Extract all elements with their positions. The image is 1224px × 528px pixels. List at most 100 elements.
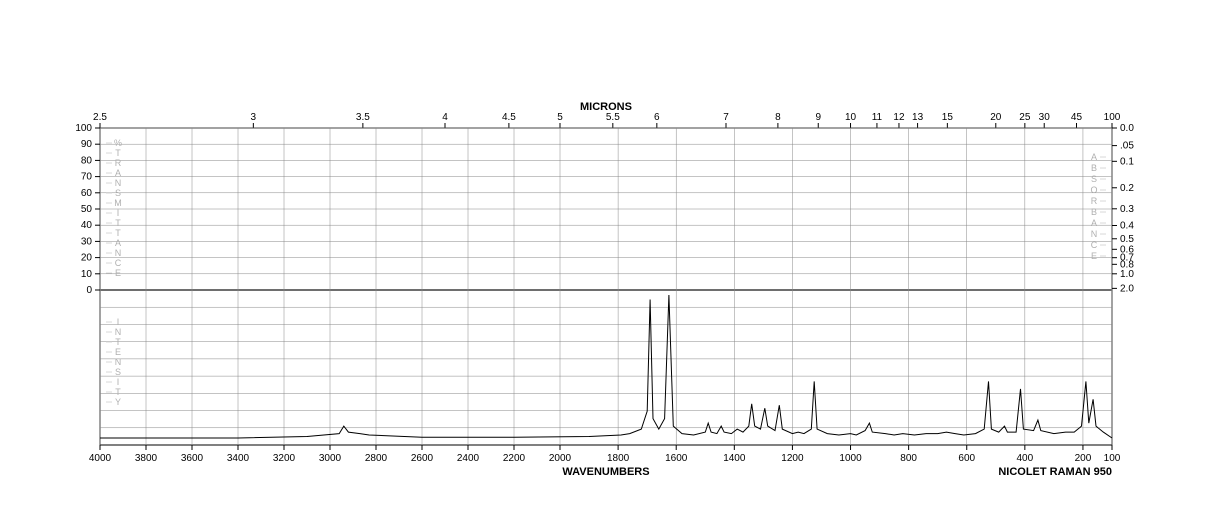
wn-tick-label: 2600 <box>411 453 434 464</box>
t-tick-label: 30 <box>81 236 93 247</box>
micron-tick-label: 5.5 <box>606 112 620 123</box>
absorbance-label: C <box>1091 240 1098 250</box>
wn-tick-label: 100 <box>1104 453 1121 464</box>
transmittance-label: T <box>115 218 121 228</box>
micron-tick-label: 7 <box>723 112 729 123</box>
wn-tick-label: 2000 <box>549 453 572 464</box>
micron-tick-label: 15 <box>942 112 954 123</box>
t-tick-label: 50 <box>81 204 93 215</box>
absorbance-label: N <box>1091 229 1098 239</box>
t-tick-label: 20 <box>81 253 93 264</box>
t-tick-label: 70 <box>81 172 93 183</box>
micron-tick-label: 3 <box>251 112 257 123</box>
wn-tick-label: 1600 <box>665 453 688 464</box>
spectrum-trace <box>100 295 1112 438</box>
t-tick-label: 0 <box>86 285 92 296</box>
transmittance-label: C <box>115 258 122 268</box>
a-tick-label: 2.0 <box>1120 283 1134 294</box>
absorbance-label: B <box>1091 207 1097 217</box>
transmittance-label: N <box>115 248 122 258</box>
t-tick-label: 60 <box>81 188 93 199</box>
intensity-label: N <box>115 357 122 367</box>
micron-tick-label: 100 <box>1104 112 1121 123</box>
transmittance-label: A <box>115 168 121 178</box>
absorbance-label: R <box>1091 196 1098 206</box>
intensity-label: S <box>115 367 121 377</box>
a-tick-label: 0.5 <box>1120 234 1134 245</box>
transmittance-label: I <box>117 208 120 218</box>
transmittance-label: N <box>115 178 122 188</box>
micron-tick-label: 5 <box>557 112 563 123</box>
micron-tick-label: 13 <box>912 112 924 123</box>
micron-tick-label: 3.5 <box>356 112 370 123</box>
micron-tick-label: 6 <box>654 112 660 123</box>
micron-tick-label: 8 <box>775 112 781 123</box>
wn-tick-label: 1400 <box>723 453 746 464</box>
wn-tick-label: 600 <box>958 453 975 464</box>
intensity-label: N <box>115 327 122 337</box>
wn-tick-label: 1000 <box>839 453 862 464</box>
wavenumbers-title: WAVENUMBERS <box>562 466 649 478</box>
a-tick-label: 0.0 <box>1120 123 1134 134</box>
absorbance-label: O <box>1090 185 1097 195</box>
micron-tick-label: 4.5 <box>502 112 516 123</box>
wn-tick-label: 3400 <box>227 453 250 464</box>
transmittance-label: A <box>115 238 121 248</box>
intensity-label: T <box>115 337 121 347</box>
wn-tick-label: 1200 <box>781 453 804 464</box>
micron-tick-label: 12 <box>893 112 905 123</box>
absorbance-label: S <box>1091 174 1097 184</box>
micron-tick-label: 30 <box>1039 112 1051 123</box>
wn-tick-label: 1800 <box>607 453 630 464</box>
wn-tick-label: 3800 <box>135 453 158 464</box>
transmittance-label: E <box>115 268 121 278</box>
wn-tick-label: 2800 <box>365 453 388 464</box>
t-tick-label: 10 <box>81 269 93 280</box>
absorbance-label: A <box>1091 152 1097 162</box>
micron-tick-label: 2.5 <box>93 112 107 123</box>
intensity-label: I <box>117 317 120 327</box>
absorbance-label: A <box>1091 218 1097 228</box>
micron-tick-label: 45 <box>1071 112 1083 123</box>
spectrum-svg: MICRONS2.533.544.555.5678910111213152025… <box>0 0 1224 528</box>
absorbance-label: E <box>1091 251 1097 261</box>
transmittance-label: % <box>114 138 122 148</box>
wn-tick-label: 3000 <box>319 453 342 464</box>
wn-tick-label: 800 <box>900 453 917 464</box>
bottom-panel-border <box>100 290 1112 445</box>
wn-tick-label: 400 <box>1016 453 1033 464</box>
intensity-label: E <box>115 347 121 357</box>
spectrum-chart: MICRONS2.533.544.555.5678910111213152025… <box>0 0 1224 528</box>
a-tick-label: 0.4 <box>1120 221 1134 232</box>
a-tick-label: 0.2 <box>1120 183 1134 194</box>
transmittance-label: M <box>114 198 122 208</box>
micron-tick-label: 11 <box>872 112 883 123</box>
micron-tick-label: 20 <box>990 112 1002 123</box>
intensity-label: Y <box>115 397 121 407</box>
transmittance-label: S <box>115 188 121 198</box>
wn-tick-label: 2400 <box>457 453 480 464</box>
wn-tick-label: 3200 <box>273 453 296 464</box>
absorbance-label: B <box>1091 163 1097 173</box>
wn-tick-label: 4000 <box>89 453 112 464</box>
t-tick-label: 100 <box>75 123 92 134</box>
a-tick-label: 0.1 <box>1120 156 1134 167</box>
micron-tick-label: 4 <box>442 112 448 123</box>
micron-tick-label: 10 <box>845 112 857 123</box>
wn-tick-label: 200 <box>1075 453 1092 464</box>
a-tick-label: .05 <box>1120 141 1134 152</box>
t-tick-label: 80 <box>81 155 93 166</box>
t-tick-label: 40 <box>81 220 93 231</box>
intensity-label: T <box>115 387 121 397</box>
transmittance-label: T <box>115 228 121 238</box>
t-tick-label: 90 <box>81 139 93 150</box>
a-tick-label: 0.3 <box>1120 204 1134 215</box>
transmittance-label: R <box>115 158 122 168</box>
transmittance-label: T <box>115 148 121 158</box>
a-tick-label: 1.0 <box>1120 269 1134 280</box>
wn-tick-label: 2200 <box>503 453 526 464</box>
intensity-label: I <box>117 377 120 387</box>
wn-tick-label: 3600 <box>181 453 204 464</box>
instrument-label: NICOLET RAMAN 950 <box>998 466 1112 478</box>
micron-tick-label: 9 <box>815 112 821 123</box>
